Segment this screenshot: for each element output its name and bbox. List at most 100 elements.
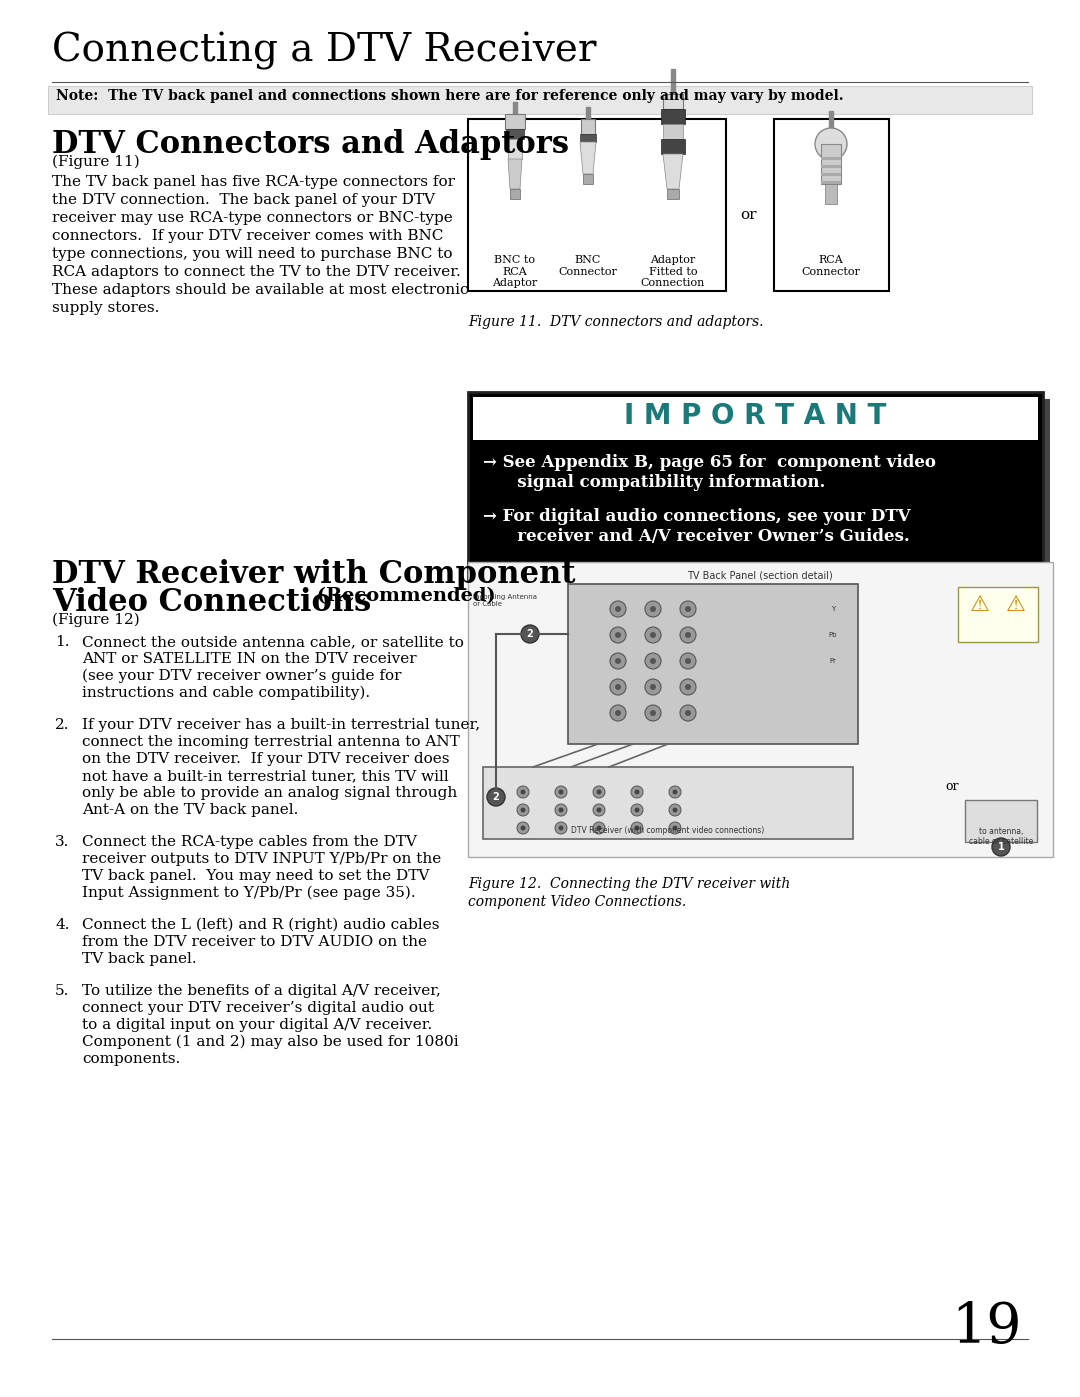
- Circle shape: [685, 631, 691, 638]
- Bar: [821, 144, 841, 184]
- Bar: [667, 189, 679, 198]
- Circle shape: [615, 710, 621, 717]
- Circle shape: [993, 838, 1010, 856]
- Circle shape: [645, 652, 661, 669]
- Circle shape: [521, 826, 526, 830]
- Polygon shape: [580, 142, 596, 175]
- Text: The TV back panel has five RCA-type connectors for: The TV back panel has five RCA-type conn…: [52, 175, 455, 189]
- Circle shape: [669, 821, 681, 834]
- Circle shape: [815, 129, 847, 161]
- Text: Video Connections: Video Connections: [52, 587, 372, 617]
- Circle shape: [593, 805, 605, 816]
- Circle shape: [615, 606, 621, 612]
- Bar: [663, 124, 683, 138]
- Circle shape: [593, 821, 605, 834]
- FancyBboxPatch shape: [473, 397, 1038, 440]
- Circle shape: [558, 826, 564, 830]
- Text: Note:  The TV back panel and connections shown here are for reference only and m: Note: The TV back panel and connections …: [56, 89, 843, 103]
- Circle shape: [673, 807, 677, 813]
- Text: DTV Receiver (with component video connections): DTV Receiver (with component video conne…: [571, 826, 765, 835]
- Text: Connect the L (left) and R (right) audio cables: Connect the L (left) and R (right) audio…: [82, 918, 440, 932]
- FancyBboxPatch shape: [966, 800, 1037, 842]
- Text: 2: 2: [492, 792, 499, 802]
- Text: receiver may use RCA-type connectors or BNC-type: receiver may use RCA-type connectors or …: [52, 211, 453, 225]
- Bar: [661, 109, 685, 124]
- Circle shape: [635, 789, 639, 795]
- Polygon shape: [663, 154, 683, 189]
- Text: or: or: [945, 781, 959, 793]
- Circle shape: [610, 705, 626, 721]
- Circle shape: [685, 685, 691, 690]
- Text: ⚠: ⚠: [1005, 595, 1026, 615]
- Circle shape: [610, 601, 626, 617]
- Text: 1: 1: [998, 842, 1004, 852]
- Circle shape: [631, 821, 643, 834]
- Circle shape: [685, 658, 691, 664]
- Text: 4.: 4.: [55, 918, 69, 932]
- Circle shape: [645, 705, 661, 721]
- Circle shape: [645, 679, 661, 694]
- Circle shape: [645, 627, 661, 643]
- Circle shape: [631, 805, 643, 816]
- Circle shape: [517, 805, 529, 816]
- Text: 1.: 1.: [55, 636, 69, 650]
- Text: RCA
Connector: RCA Connector: [801, 256, 861, 277]
- Text: signal compatibility information.: signal compatibility information.: [500, 474, 825, 490]
- Circle shape: [521, 807, 526, 813]
- Circle shape: [635, 807, 639, 813]
- Circle shape: [555, 805, 567, 816]
- Bar: [581, 119, 595, 134]
- Polygon shape: [508, 159, 522, 189]
- Text: 3.: 3.: [55, 835, 69, 849]
- Circle shape: [593, 787, 605, 798]
- Text: on the DTV receiver.  If your DTV receiver does: on the DTV receiver. If your DTV receive…: [82, 752, 449, 766]
- Bar: [829, 110, 833, 129]
- Text: TV Back Panel (section detail): TV Back Panel (section detail): [687, 570, 833, 580]
- Text: the DTV connection.  The back panel of your DTV: the DTV connection. The back panel of yo…: [52, 193, 435, 207]
- Text: DTV Connectors and Adaptors: DTV Connectors and Adaptors: [52, 129, 569, 161]
- Circle shape: [615, 658, 621, 664]
- Text: 2: 2: [527, 629, 534, 638]
- Circle shape: [645, 601, 661, 617]
- Bar: [580, 134, 596, 142]
- Circle shape: [558, 807, 564, 813]
- Text: Y: Y: [831, 606, 835, 612]
- Circle shape: [596, 789, 602, 795]
- Bar: [505, 115, 525, 129]
- Text: RCA adaptors to connect the TV to the DTV receiver.: RCA adaptors to connect the TV to the DT…: [52, 265, 461, 279]
- Text: (Recommended): (Recommended): [310, 587, 496, 605]
- Bar: [821, 165, 841, 168]
- Text: receiver and A/V receiver Owner’s Guides.: receiver and A/V receiver Owner’s Guides…: [500, 528, 909, 545]
- Text: BNC to
RCA
Adaptor: BNC to RCA Adaptor: [492, 256, 538, 288]
- Bar: [586, 108, 590, 119]
- Circle shape: [521, 789, 526, 795]
- Text: I M P O R T A N T: I M P O R T A N T: [624, 402, 887, 430]
- Text: (Figure 12): (Figure 12): [52, 613, 139, 627]
- Circle shape: [555, 787, 567, 798]
- Text: ANT or SATELLITE IN on the DTV receiver: ANT or SATELLITE IN on the DTV receiver: [82, 652, 417, 666]
- FancyBboxPatch shape: [468, 119, 726, 291]
- Text: not have a built-in terrestrial tuner, this TV will: not have a built-in terrestrial tuner, t…: [82, 768, 449, 782]
- Text: If your DTV receiver has a built-in terrestrial tuner,: If your DTV receiver has a built-in terr…: [82, 718, 481, 732]
- Bar: [825, 184, 837, 204]
- Bar: [583, 175, 593, 184]
- Text: type connections, you will need to purchase BNC to: type connections, you will need to purch…: [52, 247, 453, 261]
- FancyBboxPatch shape: [475, 400, 1050, 587]
- Circle shape: [650, 631, 656, 638]
- Circle shape: [558, 789, 564, 795]
- Text: BNC
Connector: BNC Connector: [558, 256, 618, 277]
- Circle shape: [555, 821, 567, 834]
- Text: components.: components.: [82, 1052, 180, 1066]
- Circle shape: [487, 788, 505, 806]
- Bar: [661, 138, 685, 154]
- Circle shape: [615, 631, 621, 638]
- Text: supply stores.: supply stores.: [52, 300, 160, 314]
- Text: Connecting a DTV Receiver: Connecting a DTV Receiver: [52, 32, 596, 70]
- Text: to antenna,
cable or satellite: to antenna, cable or satellite: [969, 827, 1034, 847]
- Text: from the DTV receiver to DTV AUDIO on the: from the DTV receiver to DTV AUDIO on th…: [82, 935, 427, 949]
- Circle shape: [680, 679, 696, 694]
- Bar: [821, 182, 841, 184]
- Text: only be able to provide an analog signal through: only be able to provide an analog signal…: [82, 787, 457, 800]
- Text: These adaptors should be available at most electronic: These adaptors should be available at mo…: [52, 284, 469, 298]
- Circle shape: [650, 685, 656, 690]
